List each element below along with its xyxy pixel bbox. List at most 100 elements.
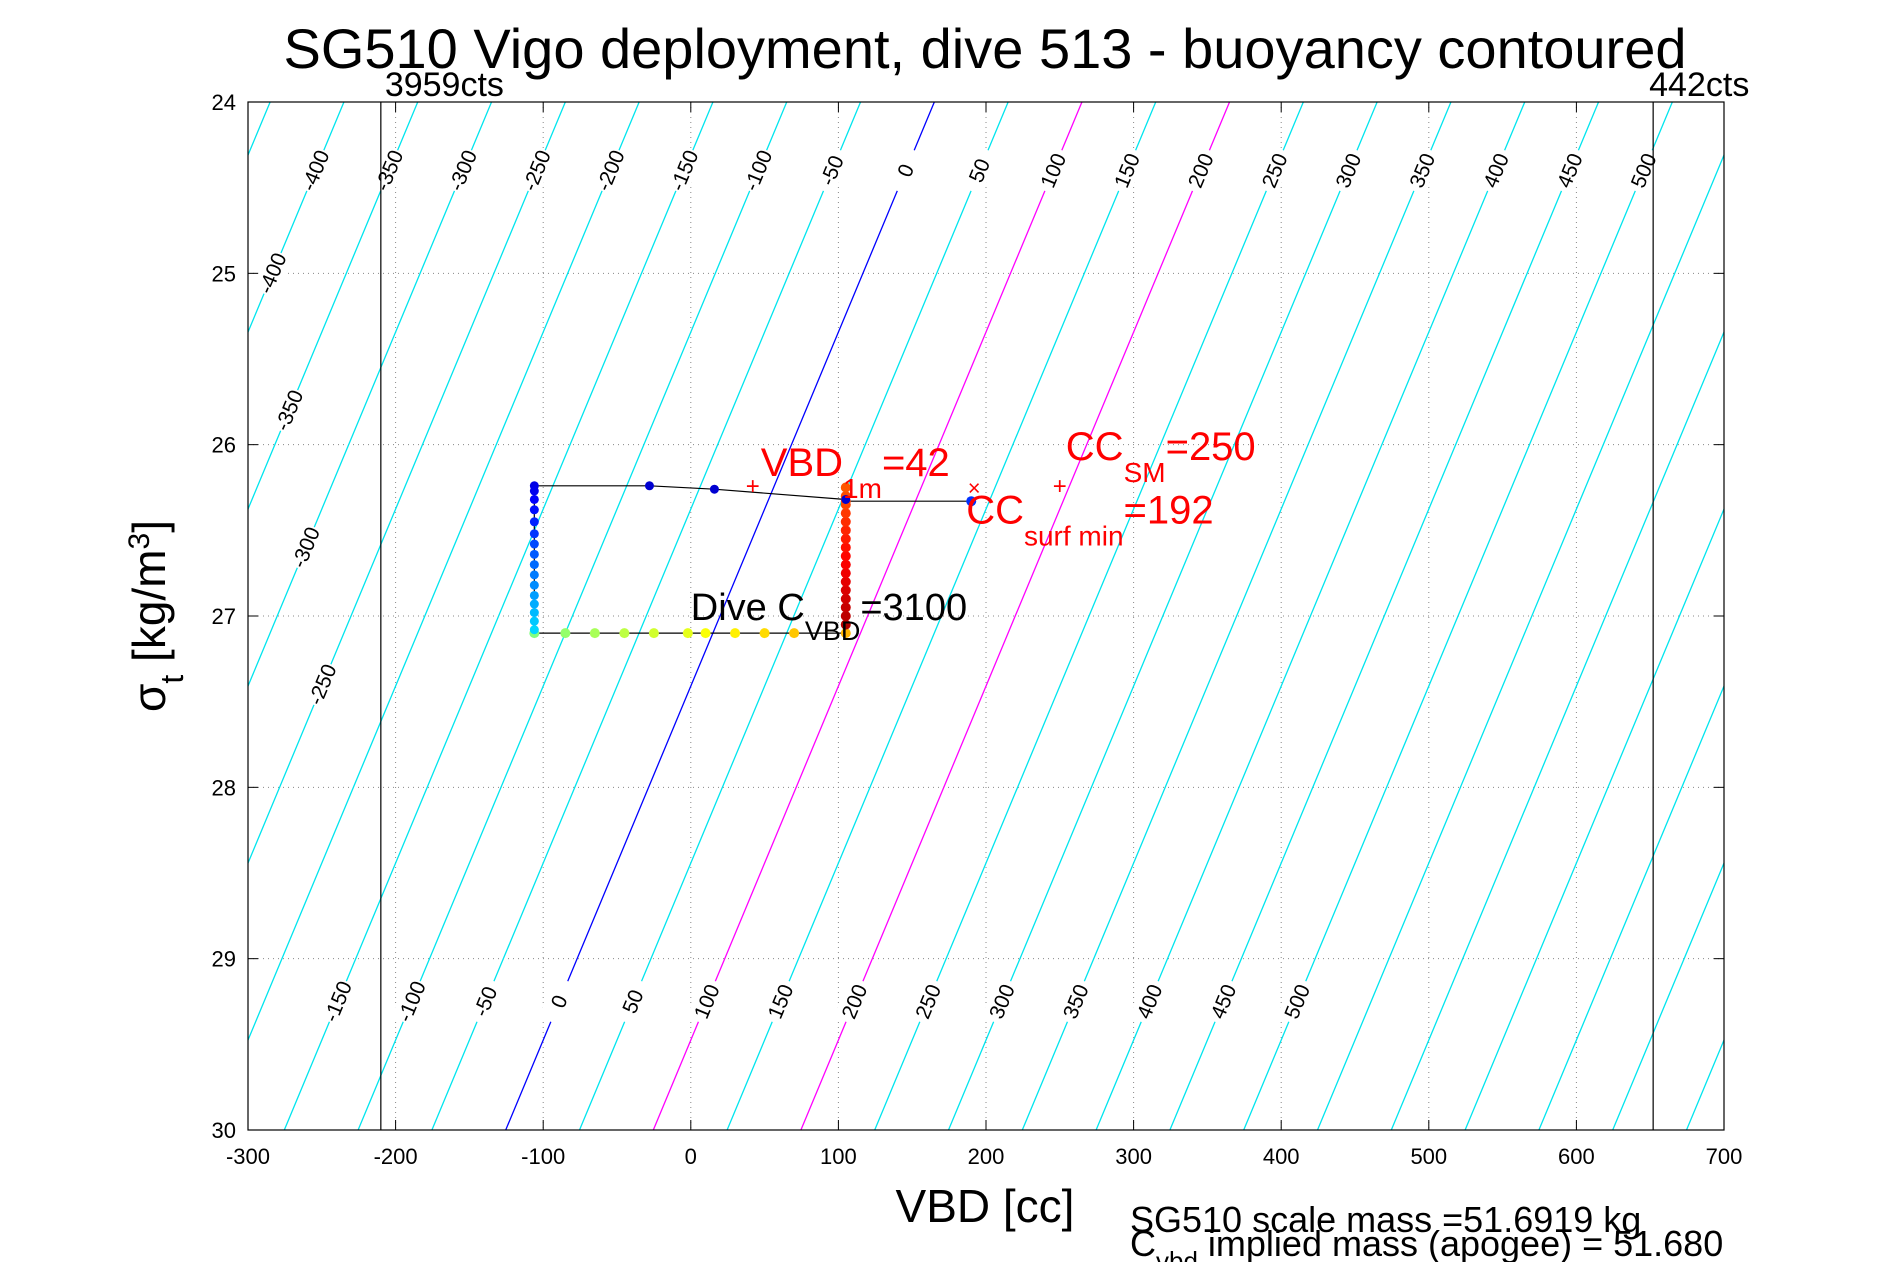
climb-point bbox=[709, 484, 719, 494]
contour-label-bg bbox=[1055, 976, 1095, 1027]
contour-label-bg bbox=[907, 976, 947, 1027]
contour-label-left: -400 bbox=[254, 250, 291, 298]
dive-point bbox=[560, 628, 571, 639]
cc-surf-min-marker: × bbox=[968, 476, 981, 501]
implied-mass-note: Cvbd implied mass (apogee) = 51.680 bbox=[1130, 1223, 1723, 1262]
dive-point bbox=[840, 576, 851, 587]
contour-line--400 bbox=[248, 102, 345, 334]
contour-label-left: -300 bbox=[288, 524, 325, 572]
contour-line-750 bbox=[1612, 861, 1724, 1130]
dive-profile bbox=[529, 481, 977, 639]
contour-label-bg bbox=[301, 659, 342, 710]
contour-label-bg bbox=[538, 976, 578, 1027]
climb-point bbox=[529, 549, 539, 559]
contour-label-top: -400 bbox=[297, 147, 334, 195]
contour-label-bg bbox=[885, 145, 925, 196]
cc-surf-min-label: CCsurf min=192 bbox=[966, 489, 1213, 552]
dive-point bbox=[840, 602, 851, 613]
contour-label-bg bbox=[959, 145, 999, 196]
x-tick-label: 600 bbox=[1558, 1144, 1595, 1169]
contour-label-left: -350 bbox=[271, 387, 308, 435]
dive-point bbox=[840, 482, 851, 493]
dive-point bbox=[840, 559, 851, 570]
contour-line--500 bbox=[0, 68, 211, 1165]
dive-point bbox=[840, 568, 851, 579]
x-tick-label: -100 bbox=[521, 1144, 565, 1169]
y-tick-label: 25 bbox=[212, 261, 236, 286]
x-axis-ticks: -300 -200 -100 0 100 200 300 400 500 600 700 bbox=[226, 102, 1742, 1169]
contour-label-top: -250 bbox=[519, 147, 556, 195]
climb-point bbox=[529, 616, 539, 626]
contour-label-bg bbox=[1549, 145, 1589, 196]
contour-label-bg bbox=[1129, 976, 1169, 1027]
climb-point bbox=[529, 590, 539, 600]
climb-point bbox=[644, 481, 654, 491]
y-axis-ticks: 24 25 26 27 28 29 30 bbox=[212, 90, 1724, 1143]
contour-label-bg bbox=[760, 976, 800, 1027]
climb-point bbox=[529, 517, 539, 527]
vbd-1m-marker: + bbox=[746, 473, 760, 500]
cc-sm-marker: + bbox=[1053, 473, 1067, 500]
vbd-1m-label: VBD1m=42 bbox=[761, 441, 950, 504]
contour-label-bg bbox=[1254, 145, 1294, 196]
y-tick-label: 28 bbox=[212, 775, 236, 800]
climb-point bbox=[841, 494, 851, 504]
x-tick-label: 500 bbox=[1410, 1144, 1447, 1169]
dive-point bbox=[840, 542, 851, 553]
vbd-count-limits: 3959cts 442cts bbox=[380, 66, 1749, 1130]
y-tick-label: 29 bbox=[212, 947, 236, 972]
contour-label-top: -150 bbox=[666, 147, 703, 195]
contour-label-top: -300 bbox=[445, 147, 482, 195]
dive-point bbox=[840, 593, 851, 604]
climb-point bbox=[529, 486, 539, 496]
contour-line-550 bbox=[1316, 153, 1724, 1130]
contour-label-bg bbox=[516, 145, 556, 196]
y-tick-label: 27 bbox=[212, 604, 236, 629]
contour-label-bg bbox=[1180, 145, 1220, 196]
y-tick-label: 30 bbox=[212, 1118, 236, 1143]
climb-point bbox=[529, 608, 539, 618]
contour-label-bg bbox=[1475, 145, 1515, 196]
contour-label-bg bbox=[590, 145, 630, 196]
contour-line-800 bbox=[1685, 1038, 1724, 1130]
contour-label-bg bbox=[737, 145, 777, 196]
y-tick-label: 24 bbox=[212, 90, 236, 115]
climb-point bbox=[529, 625, 539, 635]
climb-point bbox=[529, 580, 539, 590]
dive-point bbox=[840, 628, 851, 639]
dive-point bbox=[840, 551, 851, 562]
contour-label-bg bbox=[465, 976, 505, 1027]
buoyancy-contours: -400 -350 -300 -250 -200 -150 -100 -50 0 50 100 150… bbox=[0, 68, 1891, 1165]
contour-label-bg bbox=[1032, 145, 1072, 196]
dive-point bbox=[619, 628, 630, 639]
dive-point bbox=[759, 628, 770, 639]
dive-point bbox=[840, 525, 851, 536]
contour-line--200 bbox=[248, 102, 640, 1042]
climb-point bbox=[529, 560, 539, 570]
contour-line-900 bbox=[1820, 68, 1891, 1165]
contour-label-bg bbox=[1203, 976, 1243, 1027]
x-tick-label: 0 bbox=[685, 1144, 697, 1169]
contour-line-650 bbox=[1464, 507, 1724, 1130]
x-tick-label: 700 bbox=[1706, 1144, 1743, 1169]
dive-point bbox=[648, 628, 659, 639]
dive-point bbox=[840, 585, 851, 596]
contour-label-bg bbox=[252, 248, 292, 298]
contour-line--250 bbox=[248, 102, 567, 865]
dive-point bbox=[840, 516, 851, 527]
climb-point bbox=[529, 539, 539, 549]
contour-label-top: -350 bbox=[371, 147, 408, 195]
climb-point bbox=[529, 570, 539, 580]
contour-label-bottom: -150 bbox=[320, 978, 357, 1026]
contour-label-bg bbox=[1106, 145, 1146, 196]
contour-label-bg bbox=[285, 522, 325, 573]
contour-label-bg bbox=[368, 145, 408, 196]
x-tick-label: -200 bbox=[374, 1144, 418, 1169]
y-axis-label: σt [kg/m3] bbox=[123, 520, 191, 712]
climb-point bbox=[529, 529, 539, 539]
contour-label-bg bbox=[811, 145, 851, 196]
contour-label-bg bbox=[686, 976, 726, 1027]
dive-cvbd-label: Dive CVBD=3100 bbox=[691, 587, 967, 646]
